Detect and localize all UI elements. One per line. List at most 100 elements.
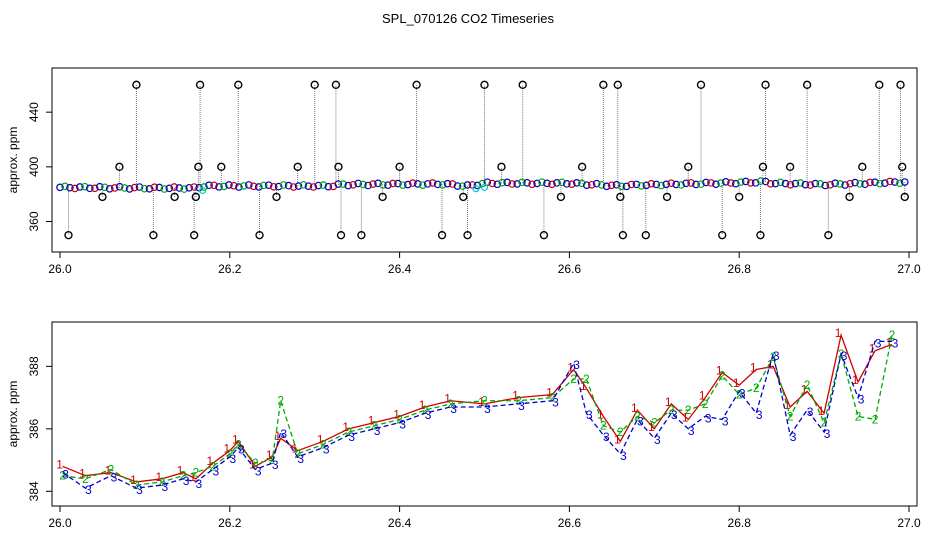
baseline-point bbox=[115, 182, 124, 191]
outlier-point bbox=[378, 192, 387, 202]
baseline-point bbox=[309, 183, 318, 191]
baseline-point bbox=[409, 179, 417, 187]
series-3-point: 3 bbox=[807, 405, 814, 419]
bottom-x-axis: 26.0 26.2 26.4 26.6 26.8 27.0 bbox=[48, 506, 921, 530]
outlier-point bbox=[896, 80, 905, 90]
outlier-point bbox=[845, 192, 854, 202]
baseline-point bbox=[836, 180, 844, 188]
series-1-point: 1 bbox=[232, 432, 239, 446]
series-1-point: 1 bbox=[130, 473, 137, 487]
baseline-point bbox=[423, 180, 432, 188]
series-1-point: 1 bbox=[512, 389, 519, 403]
transition-point bbox=[480, 183, 489, 191]
series-3-point: 3 bbox=[272, 458, 279, 472]
baseline-point bbox=[702, 178, 710, 187]
series-2-point: 2 bbox=[570, 372, 577, 386]
series-3-point: 3 bbox=[790, 430, 797, 444]
series-2-point: 2 bbox=[821, 416, 828, 430]
outlier-point bbox=[824, 230, 833, 240]
baseline-point bbox=[468, 181, 477, 189]
y-tick-label: 384 bbox=[27, 481, 41, 501]
outlier-point bbox=[858, 162, 867, 172]
baseline-point bbox=[254, 183, 263, 191]
baseline-point bbox=[900, 178, 909, 186]
baseline-point bbox=[523, 178, 531, 187]
series-2-point: 2 bbox=[481, 394, 488, 408]
baseline-point bbox=[160, 185, 169, 193]
series-2-point: 2 bbox=[787, 409, 794, 423]
series-2-point: 2 bbox=[804, 378, 811, 392]
series-2-point: 2 bbox=[634, 409, 641, 423]
series-3-point: 3 bbox=[255, 464, 262, 478]
baseline-point bbox=[682, 179, 690, 188]
baseline-point bbox=[453, 182, 462, 190]
series-2-point: 2 bbox=[447, 397, 454, 411]
y-tick-label: 386 bbox=[27, 419, 41, 439]
series-3-point: 3 bbox=[518, 399, 525, 413]
baseline-point bbox=[66, 183, 74, 192]
baseline-point bbox=[881, 179, 889, 188]
baseline-point bbox=[130, 183, 139, 192]
outlier-point bbox=[802, 80, 812, 90]
baseline-point bbox=[553, 179, 561, 187]
baseline-point bbox=[245, 181, 253, 189]
series-2-point: 2 bbox=[82, 472, 89, 486]
series-3-point: 3 bbox=[229, 452, 236, 466]
series-1-point: 1 bbox=[699, 389, 706, 403]
series-2-point: 2 bbox=[549, 391, 556, 405]
baseline-point bbox=[299, 181, 308, 189]
series-1-point: 1 bbox=[682, 410, 689, 424]
series-1-point: 1 bbox=[665, 395, 672, 409]
x-tick-label: 26.6 bbox=[558, 262, 582, 276]
outlier-point bbox=[194, 162, 203, 172]
series-3-point: 3 bbox=[892, 336, 899, 350]
series-2-point: 2 bbox=[209, 459, 216, 473]
baseline-point bbox=[205, 181, 213, 190]
x-tick-label: 26.4 bbox=[388, 262, 412, 276]
baseline-point bbox=[766, 180, 775, 188]
series-3-point: 3 bbox=[773, 349, 780, 363]
baseline-point bbox=[110, 184, 119, 192]
outlier-point bbox=[641, 230, 651, 240]
baseline-point bbox=[587, 180, 596, 189]
series-3-point: 3 bbox=[484, 402, 491, 416]
series-3-point: 3 bbox=[212, 464, 219, 478]
baseline-point bbox=[786, 180, 795, 189]
baseline-point bbox=[399, 181, 407, 189]
series-2-point: 2 bbox=[668, 403, 675, 417]
outlier-point bbox=[539, 230, 549, 240]
series-1-point: 1 bbox=[631, 401, 638, 415]
outlier-point bbox=[463, 230, 472, 240]
baseline-point bbox=[140, 184, 149, 193]
outlier-point bbox=[735, 192, 744, 202]
outlier-point bbox=[437, 230, 447, 240]
baseline-point bbox=[771, 179, 780, 188]
series-1-point: 1 bbox=[614, 432, 621, 446]
outlier-point bbox=[761, 80, 770, 90]
outlier-point bbox=[599, 80, 608, 90]
series-2-point: 2 bbox=[192, 466, 199, 480]
series-3-point: 3 bbox=[399, 418, 406, 432]
series-2-point: 2 bbox=[600, 419, 607, 433]
baseline-point bbox=[473, 181, 482, 190]
baseline-point bbox=[135, 183, 144, 191]
baseline-point bbox=[612, 180, 621, 189]
baseline-point bbox=[274, 182, 283, 191]
baseline-point bbox=[533, 179, 541, 188]
outlier-point bbox=[132, 80, 141, 90]
series-3-point: 3 bbox=[85, 483, 92, 497]
transition-point bbox=[199, 186, 207, 195]
outlier-point bbox=[395, 162, 404, 172]
baseline-point bbox=[264, 181, 273, 189]
baseline-point bbox=[503, 178, 512, 187]
series-3-line bbox=[62, 340, 893, 489]
baseline-point bbox=[518, 178, 526, 187]
baseline-point bbox=[438, 181, 447, 189]
outlier-point bbox=[115, 162, 124, 172]
top-data-layer bbox=[56, 80, 909, 240]
baseline-point bbox=[210, 181, 218, 190]
series-1-point: 1 bbox=[317, 432, 324, 446]
x-tick-label: 26.2 bbox=[218, 516, 242, 530]
